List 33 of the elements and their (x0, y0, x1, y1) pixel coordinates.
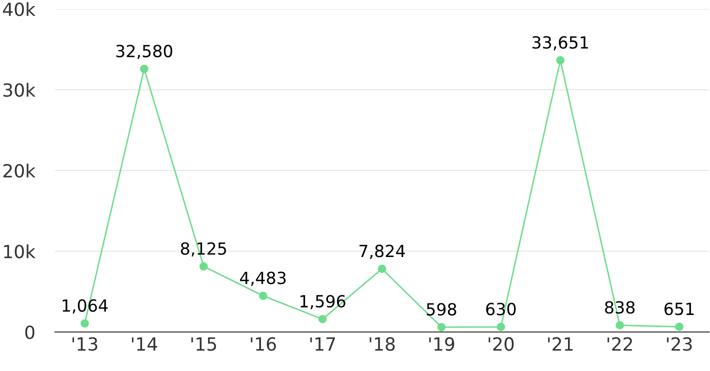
x-tick-label: '21 (548, 337, 573, 351)
x-tick-label: '16 (250, 337, 276, 351)
point (675, 322, 684, 331)
x-tick-label: '20 (488, 337, 514, 351)
x-tick-label: '19 (429, 337, 454, 351)
y-tick-label: 20k (3, 164, 36, 178)
point (437, 323, 446, 332)
data-label: 32,580 (116, 44, 172, 60)
data-label: 7,824 (360, 244, 405, 259)
x-tick-label: '17 (310, 337, 335, 351)
data-label: 651 (664, 302, 694, 316)
point (556, 56, 565, 64)
x-tick-label: '23 (667, 337, 692, 351)
y-tick-label: 30k (4, 82, 36, 97)
point (140, 64, 148, 74)
point (80, 319, 89, 328)
data-label: 33,651 (532, 36, 588, 50)
point (378, 264, 386, 273)
point (616, 321, 624, 330)
point (258, 292, 268, 300)
point (199, 262, 208, 271)
x-tick-label: '14 (132, 337, 158, 351)
point (318, 314, 327, 324)
x-tick-label: '15 (191, 337, 216, 351)
y-tick-label: 10k (4, 244, 36, 258)
point (496, 322, 506, 332)
x-tick-label: '22 (608, 337, 632, 351)
x-tick-label: '18 (370, 337, 395, 351)
y-tick-label: 40k (3, 2, 36, 16)
y-tick-label: 0 (25, 325, 34, 340)
data-label: 598 (426, 303, 456, 316)
data-label: 4,483 (240, 272, 286, 286)
x-tick-label: '13 (72, 337, 98, 351)
